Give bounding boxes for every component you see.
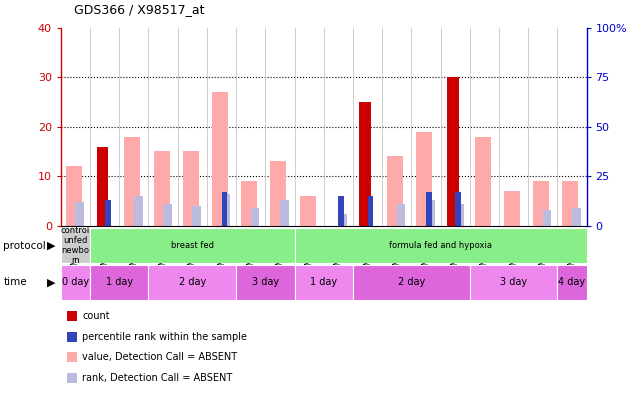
Bar	[417, 131, 433, 226]
Text: ▶: ▶	[47, 240, 56, 251]
Bar	[61, 228, 90, 263]
Bar	[66, 166, 82, 226]
Bar	[338, 196, 344, 226]
Bar	[353, 265, 470, 300]
Text: 0 day: 0 day	[62, 277, 89, 287]
Bar	[338, 214, 347, 226]
Bar	[251, 208, 260, 226]
Text: value, Detection Call = ABSENT: value, Detection Call = ABSENT	[82, 352, 237, 362]
Bar	[212, 92, 228, 226]
Bar	[367, 196, 373, 226]
Bar	[90, 228, 294, 263]
Text: GDS366 / X98517_at: GDS366 / X98517_at	[74, 3, 204, 16]
Bar	[294, 265, 353, 300]
Bar	[447, 77, 458, 226]
Bar	[183, 151, 199, 226]
Bar	[557, 265, 587, 300]
Bar	[236, 265, 294, 300]
Text: 4 day: 4 day	[558, 277, 585, 287]
Bar	[134, 196, 143, 226]
Bar	[426, 192, 432, 226]
Bar	[104, 200, 110, 226]
Bar	[387, 156, 403, 226]
Text: 3 day: 3 day	[252, 277, 279, 287]
Bar	[360, 102, 371, 226]
Bar	[241, 181, 257, 226]
Bar	[455, 204, 464, 226]
Bar	[543, 210, 551, 226]
Bar	[124, 137, 140, 226]
Bar	[475, 137, 491, 226]
Text: percentile rank within the sample: percentile rank within the sample	[82, 331, 247, 342]
Bar	[192, 206, 201, 226]
Text: 2 day: 2 day	[397, 277, 425, 287]
Bar	[562, 181, 578, 226]
Text: control
unfed
newbo
rn: control unfed newbo rn	[61, 227, 90, 265]
Bar	[397, 204, 406, 226]
Bar	[504, 191, 520, 226]
Text: formula fed and hypoxia: formula fed and hypoxia	[389, 241, 492, 250]
Bar	[90, 265, 149, 300]
Bar	[533, 181, 549, 226]
Bar	[163, 204, 172, 226]
Bar	[61, 265, 90, 300]
Text: rank, Detection Call = ABSENT: rank, Detection Call = ABSENT	[82, 373, 232, 383]
Text: 2 day: 2 day	[179, 277, 206, 287]
Bar	[280, 200, 288, 226]
Text: count: count	[82, 311, 110, 321]
Bar	[426, 200, 435, 226]
Bar	[76, 202, 84, 226]
Bar	[149, 265, 236, 300]
Bar	[97, 147, 108, 226]
Text: time: time	[3, 277, 27, 287]
Text: protocol: protocol	[3, 240, 46, 251]
Bar	[154, 151, 170, 226]
Bar	[299, 196, 315, 226]
Text: ▶: ▶	[47, 277, 56, 287]
Text: breast fed: breast fed	[171, 241, 214, 250]
Text: 1 day: 1 day	[106, 277, 133, 287]
Text: 1 day: 1 day	[310, 277, 337, 287]
Bar	[572, 208, 581, 226]
Bar	[455, 192, 461, 226]
Bar	[470, 265, 557, 300]
Bar	[294, 228, 587, 263]
Bar	[222, 192, 228, 226]
Bar	[271, 161, 287, 226]
Bar	[222, 194, 230, 226]
Text: 3 day: 3 day	[500, 277, 527, 287]
